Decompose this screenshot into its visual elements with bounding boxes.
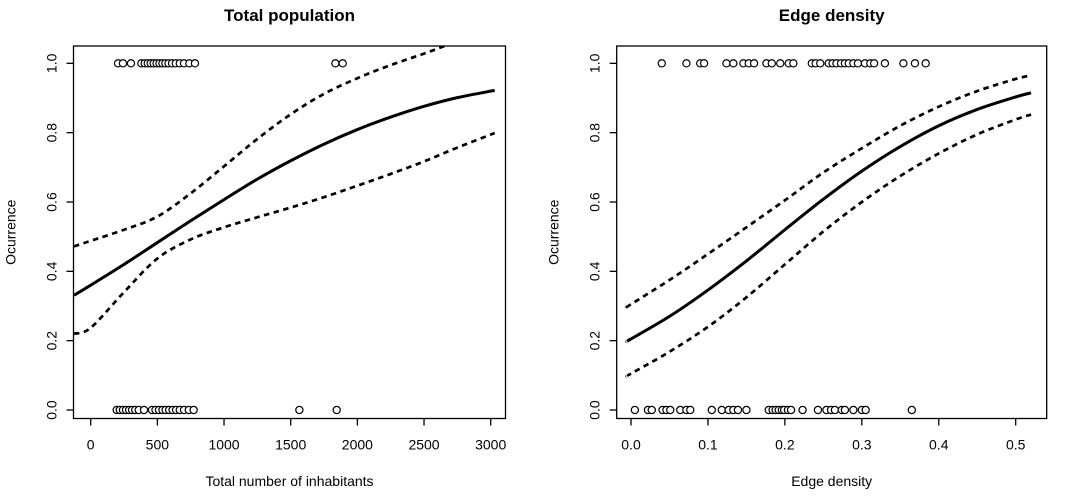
- ci-lower-line: [73, 131, 496, 336]
- rug-point-presence: [729, 59, 738, 68]
- x-tick-label: 0.4: [929, 437, 949, 453]
- y-tick-label: 0.2: [44, 331, 60, 351]
- rug-point-presence: [331, 59, 340, 68]
- plot-total-population: Total population 0 500 1000 1500 2000 2500 3000…: [2, 6, 507, 489]
- rug-point-presence: [699, 59, 709, 68]
- rug-point-absence: [742, 405, 751, 415]
- y-tick-label: 1.0: [44, 53, 60, 73]
- rug-point-presence: [722, 59, 731, 68]
- x-axis-label: Total number of inhabitants: [205, 473, 373, 489]
- x-tick-label: 0.2: [775, 437, 795, 453]
- x-tick-label: 2000: [342, 437, 373, 453]
- rug-point-absence: [332, 405, 341, 415]
- rug-point-absence: [786, 405, 796, 415]
- rug-point-absence: [907, 405, 917, 415]
- plot-edge-density: Edge density 0.0 0.1 0.2 0.3 0.4 0.5 0.0 0.2 0.4 0…: [543, 0, 1085, 501]
- rug-point-presence: [921, 59, 930, 68]
- rug-point-absence: [733, 405, 743, 415]
- y-tick-label: 0.8: [587, 123, 603, 143]
- rug-point-presence: [816, 59, 825, 68]
- logistic-fit-line: [625, 91, 1032, 344]
- rug-point-presence: [749, 59, 759, 68]
- x-tick-label: 0: [87, 437, 95, 453]
- y-tick-label: 1.0: [587, 53, 603, 73]
- rug-point-presence: [899, 59, 908, 68]
- ci-upper-line: [73, 46, 449, 248]
- rug-point-presence: [338, 59, 347, 68]
- x-tick-label: 1500: [275, 437, 306, 453]
- ci-lower-line: [625, 113, 1032, 378]
- x-tick-label: 3000: [475, 437, 506, 453]
- x-tick-label: 2500: [408, 437, 439, 453]
- rug-point-absence: [647, 405, 656, 415]
- x-axis-label: Edge density: [791, 473, 872, 489]
- rug-point-absence: [295, 405, 304, 415]
- y-tick-label: 0.4: [44, 261, 60, 281]
- ci-upper-line: [625, 74, 1032, 309]
- rug-point-presence: [767, 59, 777, 68]
- rug-point-presence: [910, 59, 920, 68]
- y-tick-label: 0.6: [587, 192, 603, 212]
- curves-group: [625, 74, 1032, 378]
- rug-point-absence: [798, 405, 807, 415]
- x-tick-label: 0.3: [852, 437, 872, 453]
- rug-point-presence: [880, 59, 890, 68]
- plot-title: Edge density: [779, 6, 885, 25]
- rug-point-presence: [776, 59, 785, 68]
- x-tick-label: 0.0: [621, 437, 641, 453]
- plot-box: [72, 45, 507, 420]
- rug-point-absence: [189, 405, 198, 415]
- y-tick-label: 0.2: [587, 331, 603, 351]
- y-axis-label: Ocurrence: [546, 199, 562, 265]
- rug-point-absence: [717, 405, 726, 415]
- rug-point-presence: [853, 59, 863, 68]
- rug-point-presence: [190, 59, 200, 68]
- y-tick-label: 0.0: [587, 400, 603, 420]
- rug-point-presence: [869, 59, 879, 68]
- y-tick-label: 0.0: [44, 400, 60, 420]
- x-tick-label: 0.1: [698, 437, 718, 453]
- rug-point-absence: [686, 405, 695, 415]
- logistic-fit-line: [73, 88, 495, 297]
- rug-point-absence: [849, 405, 858, 415]
- x-tick-label: 1000: [208, 437, 239, 453]
- y-axis-label: Ocurrence: [3, 199, 19, 265]
- x-tick-label: 0.5: [1006, 437, 1026, 453]
- y-tick-label: 0.8: [44, 123, 60, 143]
- rug-point-absence: [813, 405, 823, 415]
- rug-point-presence: [126, 59, 136, 68]
- rug-point-absence: [666, 405, 675, 415]
- rug-point-absence: [840, 405, 850, 415]
- rug-point-absence: [861, 405, 870, 415]
- rug-point-absence: [630, 405, 640, 415]
- rug-point-presence: [118, 59, 128, 68]
- rug-point-absence: [830, 405, 840, 415]
- rug-point-presence: [789, 59, 798, 68]
- x-tick-label: 500: [146, 437, 170, 453]
- rug-point-presence: [682, 59, 691, 68]
- y-tick-label: 0.6: [44, 192, 60, 212]
- rug-point-absence: [139, 405, 149, 415]
- plot-box: [616, 45, 1048, 420]
- curves-group: [73, 46, 496, 336]
- rug-point-absence: [707, 405, 716, 415]
- plot-title: Total population: [224, 6, 355, 25]
- y-tick-label: 0.4: [587, 261, 603, 281]
- rug-point-presence: [657, 59, 666, 68]
